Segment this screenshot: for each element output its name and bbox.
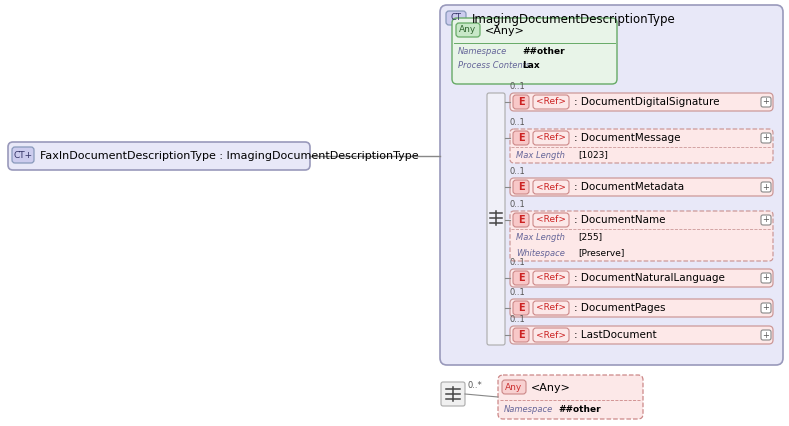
FancyBboxPatch shape bbox=[487, 93, 505, 345]
Text: Whitespace: Whitespace bbox=[516, 248, 565, 257]
Text: CT+: CT+ bbox=[13, 150, 32, 159]
Text: <Ref>: <Ref> bbox=[536, 98, 566, 106]
Text: <Ref>: <Ref> bbox=[536, 303, 566, 313]
FancyBboxPatch shape bbox=[533, 301, 569, 315]
FancyBboxPatch shape bbox=[510, 178, 773, 196]
Text: +: + bbox=[762, 98, 769, 106]
Text: E: E bbox=[518, 182, 525, 192]
Text: : DocumentMessage: : DocumentMessage bbox=[574, 133, 680, 143]
Text: Any: Any bbox=[506, 383, 522, 391]
FancyBboxPatch shape bbox=[510, 326, 773, 344]
FancyBboxPatch shape bbox=[533, 271, 569, 285]
FancyBboxPatch shape bbox=[761, 97, 771, 107]
Text: +: + bbox=[762, 331, 769, 340]
FancyBboxPatch shape bbox=[510, 93, 773, 111]
Text: <Ref>: <Ref> bbox=[536, 216, 566, 225]
FancyBboxPatch shape bbox=[12, 147, 34, 163]
Text: : LastDocument: : LastDocument bbox=[574, 330, 656, 340]
Text: 0..1: 0..1 bbox=[510, 200, 525, 209]
FancyBboxPatch shape bbox=[446, 11, 466, 25]
Text: : DocumentName: : DocumentName bbox=[574, 215, 665, 225]
FancyBboxPatch shape bbox=[513, 131, 529, 145]
Text: <Any>: <Any> bbox=[485, 26, 525, 36]
FancyBboxPatch shape bbox=[513, 328, 529, 342]
Text: 0..1: 0..1 bbox=[510, 315, 525, 324]
Text: <Ref>: <Ref> bbox=[536, 273, 566, 282]
Text: ImagingDocumentDescriptionType: ImagingDocumentDescriptionType bbox=[472, 12, 675, 26]
FancyBboxPatch shape bbox=[513, 271, 529, 285]
FancyBboxPatch shape bbox=[8, 142, 310, 170]
Text: Max Length: Max Length bbox=[516, 150, 565, 159]
FancyBboxPatch shape bbox=[533, 131, 569, 145]
Text: : DocumentNaturalLanguage: : DocumentNaturalLanguage bbox=[574, 273, 725, 283]
FancyBboxPatch shape bbox=[513, 213, 529, 227]
Text: 0..1: 0..1 bbox=[510, 258, 525, 267]
Text: <Any>: <Any> bbox=[531, 383, 571, 393]
Text: ##other: ##other bbox=[522, 48, 565, 57]
Text: <Ref>: <Ref> bbox=[536, 331, 566, 340]
FancyBboxPatch shape bbox=[513, 180, 529, 194]
Text: 0..1: 0..1 bbox=[510, 288, 525, 297]
FancyBboxPatch shape bbox=[510, 269, 773, 287]
Text: E: E bbox=[518, 97, 525, 107]
Text: +: + bbox=[762, 182, 769, 192]
Text: 0..*: 0..* bbox=[468, 382, 483, 391]
Text: E: E bbox=[518, 215, 525, 225]
Text: E: E bbox=[518, 330, 525, 340]
FancyBboxPatch shape bbox=[456, 23, 480, 37]
FancyBboxPatch shape bbox=[761, 215, 771, 225]
Text: Any: Any bbox=[459, 26, 477, 35]
Text: [1023]: [1023] bbox=[578, 150, 608, 159]
FancyBboxPatch shape bbox=[761, 133, 771, 143]
Text: : DocumentDigitalSignature: : DocumentDigitalSignature bbox=[574, 97, 720, 107]
FancyBboxPatch shape bbox=[533, 328, 569, 342]
Text: <Ref>: <Ref> bbox=[536, 133, 566, 143]
FancyBboxPatch shape bbox=[498, 375, 643, 419]
FancyBboxPatch shape bbox=[510, 211, 773, 261]
Text: [Preserve]: [Preserve] bbox=[578, 248, 624, 257]
Text: Process Contents: Process Contents bbox=[458, 60, 530, 69]
Text: <Ref>: <Ref> bbox=[536, 182, 566, 192]
Text: E: E bbox=[518, 303, 525, 313]
Text: : DocumentMetadata: : DocumentMetadata bbox=[574, 182, 684, 192]
FancyBboxPatch shape bbox=[761, 273, 771, 283]
Text: +: + bbox=[762, 216, 769, 225]
Text: 0..1: 0..1 bbox=[510, 118, 525, 127]
FancyBboxPatch shape bbox=[440, 5, 783, 365]
FancyBboxPatch shape bbox=[761, 330, 771, 340]
Text: Namespace: Namespace bbox=[504, 406, 553, 414]
FancyBboxPatch shape bbox=[761, 303, 771, 313]
FancyBboxPatch shape bbox=[452, 18, 617, 84]
Text: E: E bbox=[518, 133, 525, 143]
Text: FaxInDocumentDescriptionType : ImagingDocumentDescriptionType: FaxInDocumentDescriptionType : ImagingDo… bbox=[40, 151, 419, 161]
Text: 0..1: 0..1 bbox=[510, 82, 525, 91]
Text: E: E bbox=[518, 273, 525, 283]
Text: [255]: [255] bbox=[578, 233, 602, 242]
FancyBboxPatch shape bbox=[533, 180, 569, 194]
FancyBboxPatch shape bbox=[533, 95, 569, 109]
FancyBboxPatch shape bbox=[510, 299, 773, 317]
Text: +: + bbox=[762, 273, 769, 282]
FancyBboxPatch shape bbox=[761, 182, 771, 192]
FancyBboxPatch shape bbox=[441, 382, 465, 406]
FancyBboxPatch shape bbox=[510, 129, 773, 163]
FancyBboxPatch shape bbox=[533, 213, 569, 227]
Text: Lax: Lax bbox=[522, 60, 540, 69]
Text: Namespace: Namespace bbox=[458, 48, 507, 57]
Text: 0..1: 0..1 bbox=[510, 167, 525, 176]
FancyBboxPatch shape bbox=[502, 380, 526, 394]
Text: : DocumentPages: : DocumentPages bbox=[574, 303, 665, 313]
Text: ##other: ##other bbox=[558, 406, 600, 414]
Text: +: + bbox=[762, 133, 769, 143]
FancyBboxPatch shape bbox=[513, 95, 529, 109]
Text: +: + bbox=[762, 303, 769, 313]
FancyBboxPatch shape bbox=[513, 301, 529, 315]
Text: CT: CT bbox=[451, 14, 462, 23]
Text: Max Length: Max Length bbox=[516, 233, 565, 242]
